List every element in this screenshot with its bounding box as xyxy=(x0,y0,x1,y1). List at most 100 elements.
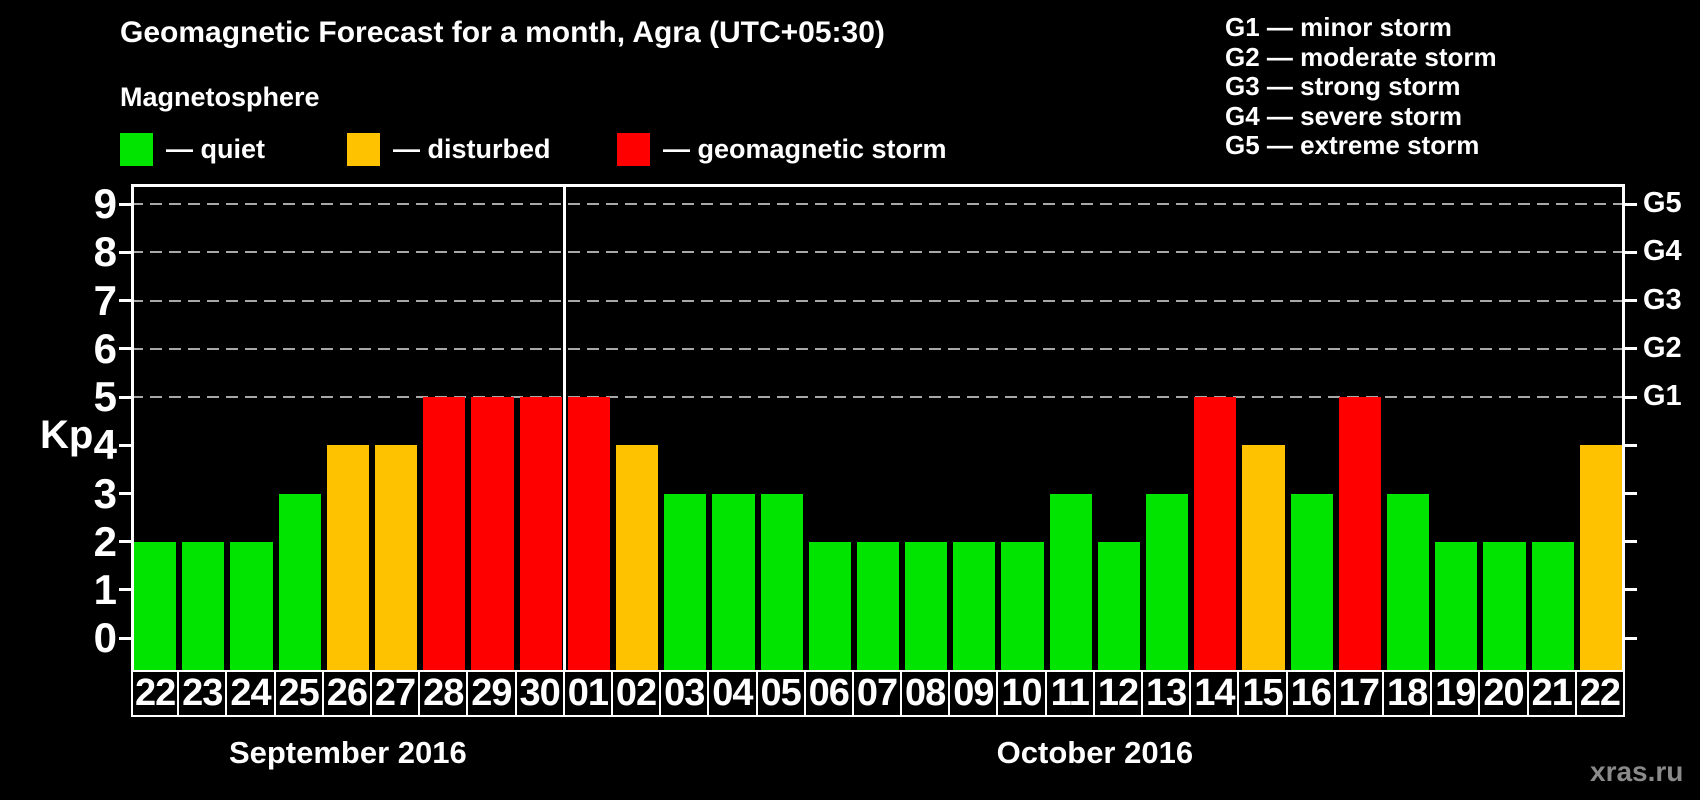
kp-bar-day-21 xyxy=(1531,541,1574,670)
day-cell-02: 02 xyxy=(610,670,662,717)
day-cell-19: 19 xyxy=(1430,670,1481,717)
kp-bar-day-28 xyxy=(423,397,466,670)
y-tick-label-7: 7 xyxy=(93,276,117,324)
day-cell-21: 21 xyxy=(1526,670,1577,717)
frame-right xyxy=(1622,184,1625,670)
day-cell-05: 05 xyxy=(755,670,806,717)
gridline-kp8 xyxy=(131,251,1625,254)
day-cell-04: 04 xyxy=(707,670,758,717)
quiet-color-swatch xyxy=(120,132,153,166)
y-tick-label-2: 2 xyxy=(93,517,117,565)
kp-bar-day-24 xyxy=(230,541,273,670)
kp-bar-day-07 xyxy=(856,541,900,670)
day-cell-13: 13 xyxy=(1141,670,1192,717)
kp-bar-day-09 xyxy=(953,541,996,670)
storm-scale-legend: G1 — minor storm G2 — moderate storm G3 … xyxy=(1225,12,1497,161)
storm-color-swatch xyxy=(617,132,650,166)
storm-scale-line: G5 — extreme storm xyxy=(1225,130,1480,160)
right-tick-mark-8 xyxy=(1625,250,1637,254)
y-tick-label-5: 5 xyxy=(93,373,117,421)
kp-bar-day-20 xyxy=(1483,541,1526,670)
day-cell-15: 15 xyxy=(1237,670,1288,717)
storm-scale-line: G1 — minor storm xyxy=(1225,12,1452,42)
kp-bar-day-11 xyxy=(1049,493,1092,670)
y-tick-label-9: 9 xyxy=(93,180,117,228)
g-scale-label-G2: G2 xyxy=(1643,331,1682,364)
g-scale-label-G3: G3 xyxy=(1643,283,1682,316)
storm-scale-line: G3 — strong storm xyxy=(1225,71,1461,101)
day-cell-18: 18 xyxy=(1382,670,1433,717)
day-cell-22: 22 xyxy=(131,670,180,717)
kp-bar-day-22 xyxy=(1579,445,1622,670)
disturbed-color-swatch xyxy=(347,132,380,166)
legend-item-quiet: — quiet xyxy=(120,131,265,167)
gridline-kp7 xyxy=(131,299,1625,302)
y-tick-label-6: 6 xyxy=(93,324,117,372)
kp-bar-day-29 xyxy=(471,397,514,670)
day-cell-27: 27 xyxy=(369,670,421,717)
y-tick-mark-7 xyxy=(119,299,131,303)
right-tick-mark-1 xyxy=(1625,588,1637,592)
right-axis-ticks: G1 G2 G3 G4 G5 xyxy=(1643,184,1700,670)
kp-bar-day-08 xyxy=(905,541,948,670)
y-tick-label-0: 0 xyxy=(93,614,117,662)
legend-item-storm: — geomagnetic storm xyxy=(617,131,947,167)
gridline-kp5 xyxy=(131,396,1625,399)
day-cell-28: 28 xyxy=(418,670,469,717)
kp-bar-day-12 xyxy=(1097,541,1141,670)
day-cell-16: 16 xyxy=(1285,670,1336,717)
page-title: Geomagnetic Forecast for a month, Agra (… xyxy=(120,16,885,49)
kp-bar-day-30 xyxy=(519,397,562,670)
right-tick-mark-0 xyxy=(1625,636,1637,640)
day-cell-11: 11 xyxy=(1044,670,1095,717)
kp-bar-day-23 xyxy=(182,541,225,670)
day-cell-25: 25 xyxy=(273,670,324,717)
day-cell-09: 09 xyxy=(948,670,999,717)
watermark: xras.ru xyxy=(1590,756,1684,787)
day-label-row: 22 23 24 25 26 27 28 29 30 01 02 03 04 05 06 07 08 09 10 11… xyxy=(131,670,1625,717)
storm-scale-line: G2 — moderate storm xyxy=(1225,41,1497,72)
kp-bar-day-04 xyxy=(712,493,755,670)
y-axis-label: Kp xyxy=(40,413,94,457)
kp-bar-day-05 xyxy=(760,493,803,670)
y-tick-label-3: 3 xyxy=(93,469,117,517)
day-cell-17: 17 xyxy=(1333,670,1385,717)
y-tick-mark-3 xyxy=(119,492,131,496)
day-cell-20: 20 xyxy=(1478,670,1529,717)
right-tick-mark-2 xyxy=(1625,540,1637,544)
legend-label-disturbed: — disturbed xyxy=(393,133,551,164)
frame-top xyxy=(131,184,1625,187)
month-separator-line xyxy=(563,184,567,670)
day-cell-03: 03 xyxy=(659,670,710,717)
day-cell-01: 01 xyxy=(562,670,613,717)
y-tick-mark-4 xyxy=(119,443,131,447)
day-cell-24: 24 xyxy=(225,670,276,717)
g-scale-label-G5: G5 xyxy=(1643,187,1682,220)
y-tick-mark-8 xyxy=(119,250,131,254)
kp-bar-day-13 xyxy=(1146,493,1189,670)
day-cell-10: 10 xyxy=(996,670,1047,717)
gridline-kp6 xyxy=(131,347,1625,350)
legend-item-disturbed: — disturbed xyxy=(347,131,551,167)
g-scale-label-G1: G1 xyxy=(1643,380,1682,413)
right-tick-mark-7 xyxy=(1625,299,1637,303)
chart-plot-area xyxy=(119,184,1637,670)
kp-bar-day-27 xyxy=(374,445,418,670)
kp-bar-day-14 xyxy=(1194,397,1237,670)
kp-bar-day-10 xyxy=(1001,541,1044,670)
magnetosphere-label: Magnetosphere xyxy=(120,82,320,112)
y-tick-mark-2 xyxy=(119,540,131,544)
y-tick-mark-5 xyxy=(119,395,131,399)
right-tick-mark-9 xyxy=(1625,202,1637,206)
kp-bar-day-15 xyxy=(1242,445,1285,670)
y-tick-label-8: 8 xyxy=(93,228,117,276)
kp-bar-day-02 xyxy=(615,445,659,670)
month-label-october: October 2016 xyxy=(996,735,1194,770)
right-tick-mark-3 xyxy=(1625,492,1637,496)
kp-bar-day-26 xyxy=(326,445,369,670)
day-cell-08: 08 xyxy=(900,670,951,717)
y-tick-mark-9 xyxy=(119,202,131,206)
y-tick-label-4: 4 xyxy=(93,421,117,469)
